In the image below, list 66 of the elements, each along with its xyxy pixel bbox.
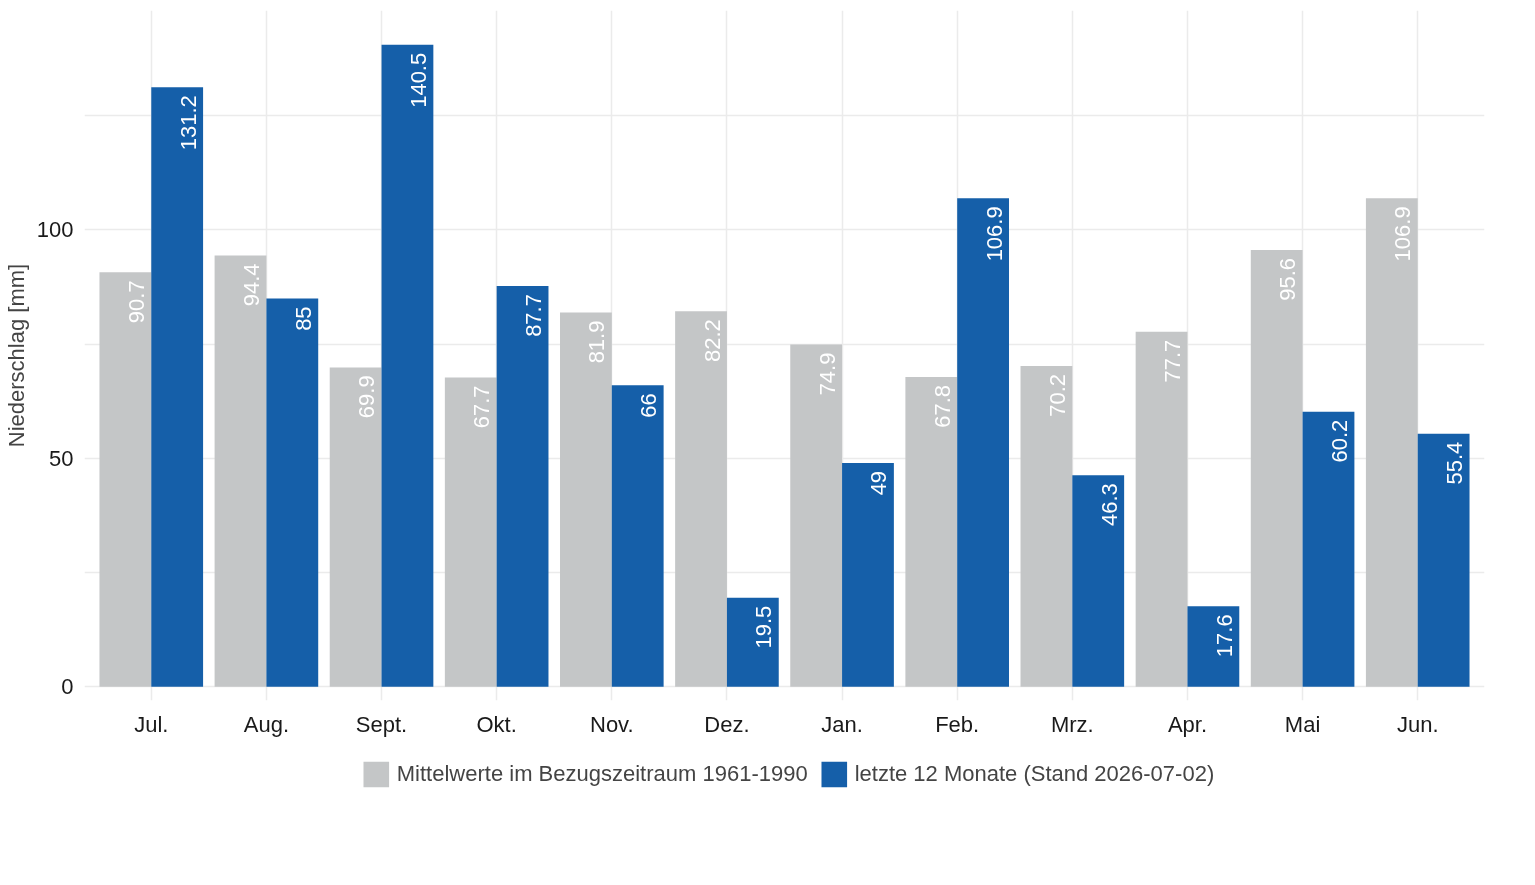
bar [1365, 198, 1418, 687]
bar [790, 344, 843, 687]
x-tick-label: Mrz. [1050, 711, 1094, 737]
bar [1417, 433, 1470, 687]
x-tick-label: Nov. [590, 711, 634, 737]
bar [559, 312, 612, 687]
data-label: 82.2 [699, 319, 725, 362]
bar [611, 385, 664, 687]
bar [1187, 606, 1240, 687]
data-label: 49 [866, 470, 892, 496]
x-tick-label: Sept. [355, 711, 408, 737]
data-label: 66 [636, 393, 662, 418]
bar [1250, 249, 1303, 687]
data-label: 74.9 [814, 352, 840, 396]
data-label: 87.7 [521, 294, 547, 337]
legend-label: letzte 12 Monate (Stand 2026-07-02) [854, 761, 1215, 787]
x-tick-label: Apr. [1167, 711, 1208, 737]
bar [151, 87, 204, 687]
data-label: 140.5 [405, 52, 431, 108]
bar [1072, 475, 1125, 687]
data-label: 60.2 [1327, 419, 1352, 463]
data-label: 67.7 [469, 385, 495, 429]
bar [1302, 411, 1355, 687]
bar [214, 255, 267, 687]
data-label: 19.5 [751, 605, 777, 649]
x-tick-label: Jan. [821, 711, 863, 737]
bar [444, 377, 497, 687]
bar [1020, 366, 1073, 687]
x-tick-label: Jun. [1396, 711, 1439, 737]
data-label: 106.9 [981, 206, 1007, 262]
bar [496, 286, 549, 687]
bar [726, 597, 779, 687]
x-tick-label: Dez. [704, 711, 750, 737]
data-label: 94.4 [239, 263, 264, 307]
bar [266, 298, 319, 687]
y-tick-label: 50 [49, 445, 74, 471]
data-label: 69.9 [354, 375, 380, 419]
data-label: 17.6 [1211, 614, 1237, 658]
bar [1135, 331, 1188, 687]
y-tick-label: 0 [61, 674, 74, 700]
x-tick-label: Feb. [935, 711, 980, 737]
bar [675, 311, 727, 687]
bar [99, 272, 152, 687]
data-label: 85 [290, 306, 316, 331]
bar [842, 462, 894, 687]
data-label: 131.2 [175, 95, 201, 151]
data-label: 95.6 [1275, 257, 1301, 301]
data-label: 77.7 [1160, 339, 1186, 383]
data-label: 67.8 [929, 384, 955, 428]
legend-label: Mittelwerte im Bezugszeitraum 1961-1990 [396, 761, 808, 787]
bar [381, 44, 434, 687]
x-tick-label: Aug. [243, 711, 290, 737]
data-label: 46.3 [1096, 483, 1122, 527]
x-tick-label: Okt. [476, 711, 517, 737]
data-label: 90.7 [123, 280, 149, 324]
y-tick-label: 100 [36, 217, 74, 243]
data-label: 55.4 [1442, 441, 1468, 485]
data-label: 106.9 [1390, 206, 1416, 262]
bar [329, 367, 382, 687]
bar [905, 376, 958, 687]
bar [957, 198, 1010, 687]
data-label: 70.2 [1044, 374, 1070, 417]
y-axis-title: Niederschlag [mm] [3, 263, 29, 448]
x-tick-label: Mai [1284, 711, 1321, 737]
x-tick-label: Jul. [134, 711, 169, 737]
data-label: 81.9 [584, 320, 610, 364]
